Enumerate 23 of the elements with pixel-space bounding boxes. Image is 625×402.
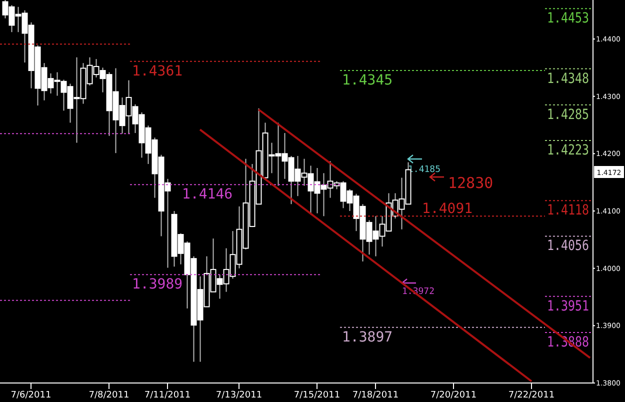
ref-line-label: 1.4118 xyxy=(547,202,598,219)
x-tick-label: 7/11/2011 xyxy=(144,390,191,400)
x-tick-label: 7/15/2011 xyxy=(294,390,340,400)
ref-line-label: 1.3897 xyxy=(342,329,393,346)
annotation: 1.4185 xyxy=(408,165,441,175)
ref-line-label: 1.4361 xyxy=(132,63,183,80)
x-tick-label: 7/20/2011 xyxy=(430,390,477,400)
x-tick-label: 7/6/2011 xyxy=(10,390,52,400)
ref-line-label: 1.4223 xyxy=(547,142,598,158)
ref-line-label: 1.4348 xyxy=(547,70,598,87)
annotation: 12830 xyxy=(448,174,494,192)
x-tick-label: 7/8/2011 xyxy=(88,390,130,400)
ref-line-label: 1.4091 xyxy=(422,201,473,218)
ref-line-label: 1.4285 xyxy=(547,106,598,123)
ref-line-label: 1.3989 xyxy=(132,276,183,293)
x-tick-label: 7/22/2011 xyxy=(508,390,555,400)
x-tick-label: 7/13/2011 xyxy=(216,390,262,400)
ref-line-label: 1.4345 xyxy=(342,72,393,89)
x-tick-label: 7/18/2011 xyxy=(352,390,399,400)
ref-line-label: 1.4453 xyxy=(547,10,598,27)
ref-line-label: 1.4056 xyxy=(547,238,598,254)
ref-line-label: 1.4146 xyxy=(182,186,233,203)
ref-line-label: 1.3951 xyxy=(547,298,598,314)
